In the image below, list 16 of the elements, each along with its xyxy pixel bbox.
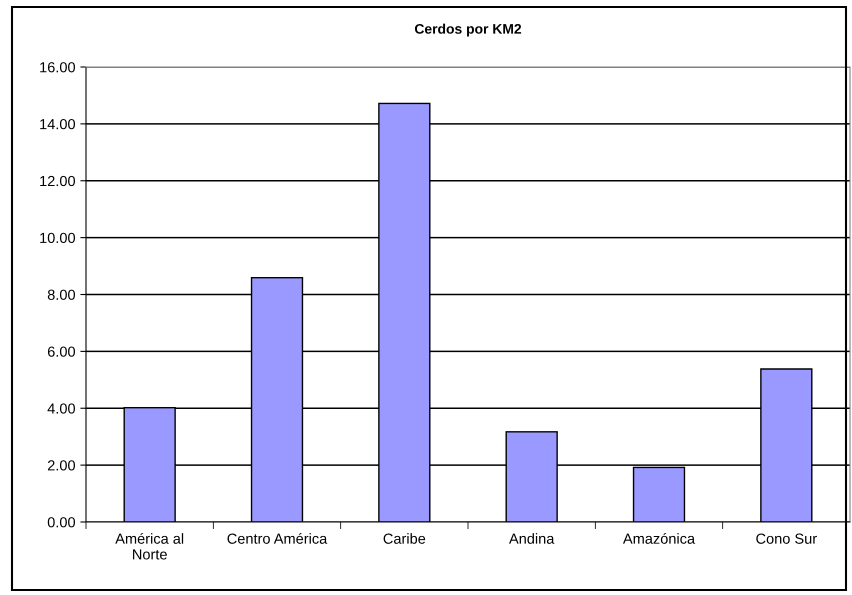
- y-tick-label: 4.00: [48, 403, 76, 414]
- x-tick-label: Amazónica: [622, 532, 696, 544]
- y-tick-label: 0.00: [48, 517, 76, 528]
- y-tick-label: 10.00: [40, 232, 76, 244]
- y-tick-label: 8.00: [48, 290, 76, 300]
- x-tick-label: Caribe: [384, 533, 426, 544]
- y-tick-label: 2.00: [48, 460, 76, 471]
- chart-title: Cerdos por KM2: [414, 24, 522, 37]
- x-tick-label: Cono Sur: [756, 533, 817, 544]
- x-tick-label: América al Norte: [115, 532, 184, 560]
- x-tick-label: Centro América: [227, 532, 328, 544]
- y-tick-label: 12.00: [40, 176, 76, 186]
- y-tick-label: 6.00: [48, 346, 76, 357]
- x-tick-label: Andina: [508, 533, 554, 544]
- y-tick-label: 16.00: [40, 62, 76, 72]
- y-tick-label: 14.00: [40, 118, 76, 130]
